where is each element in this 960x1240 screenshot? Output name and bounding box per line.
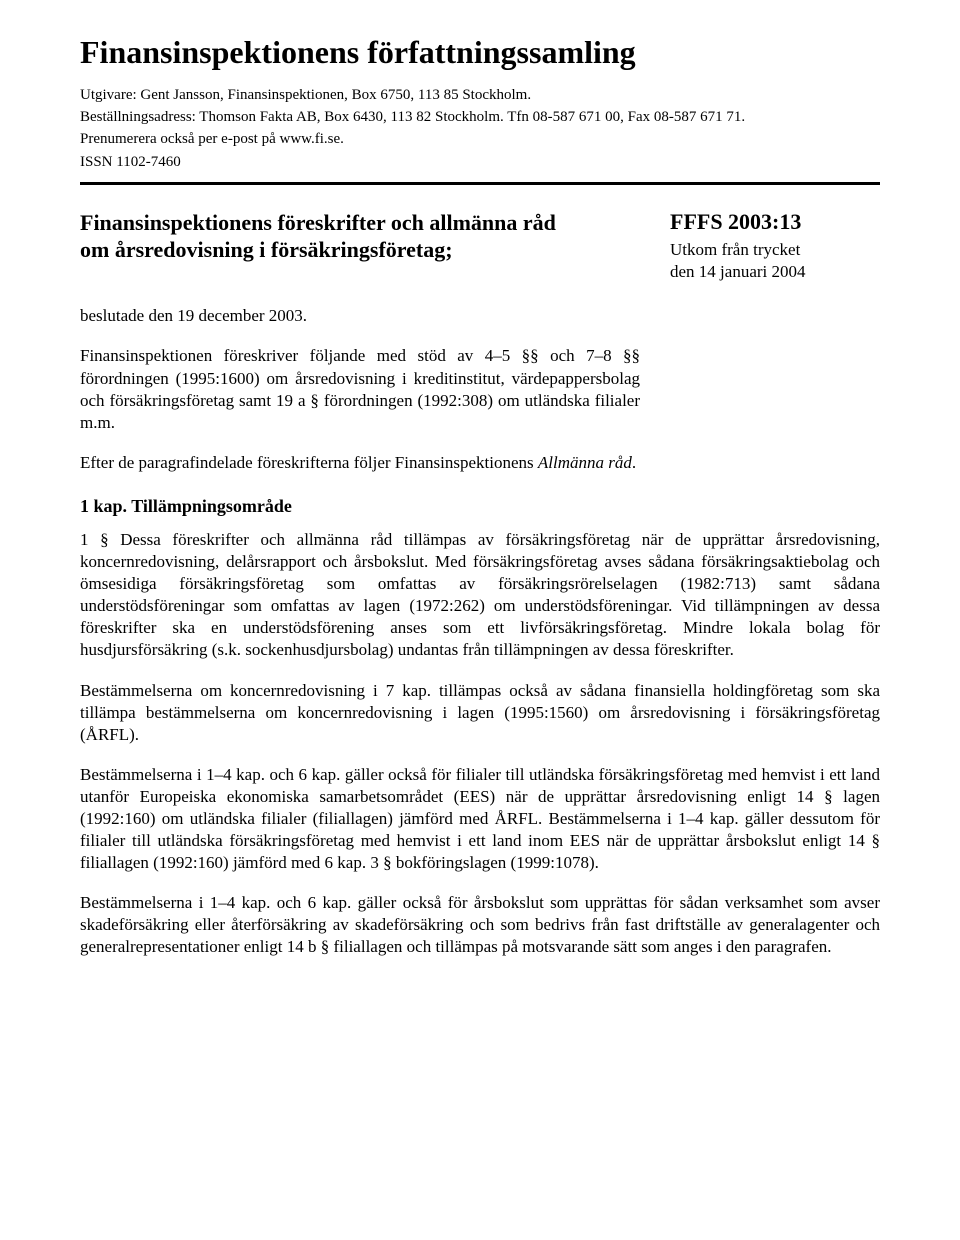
order-address-line: Beställningsadress: Thomson Fakta AB, Bo… bbox=[80, 107, 880, 127]
issn-line: ISSN 1102-7460 bbox=[80, 152, 880, 172]
subscription-line: Prenumerera också per e-post på www.fi.s… bbox=[80, 129, 880, 149]
regulation-title-row: Finansinspektionens föreskrifter och all… bbox=[80, 209, 880, 284]
subtitle-line-1: Finansinspektionens föreskrifter och all… bbox=[80, 210, 556, 235]
regulation-subtitle: Finansinspektionens föreskrifter och all… bbox=[80, 209, 646, 264]
preamble: Finansinspektionen föreskriver följande … bbox=[80, 345, 640, 433]
chapter-1-p2: Bestämmelserna om koncernredovisning i 7… bbox=[80, 680, 880, 746]
regulation-number: FFFS 2003:13 bbox=[670, 209, 880, 235]
publisher-line: Utgivare: Gent Jansson, Finansinspektion… bbox=[80, 85, 880, 105]
regulation-title-left: Finansinspektionens föreskrifter och all… bbox=[80, 209, 646, 264]
chapter-1-heading: 1 kap. Tillämpningsområde bbox=[80, 496, 880, 517]
after-preamble-prefix: Efter de paragrafindelade föreskrifterna… bbox=[80, 453, 538, 472]
regulation-meta: Utkom från trycket den 14 januari 2004 bbox=[670, 239, 880, 283]
regulation-title-right: FFFS 2003:13 Utkom från trycket den 14 j… bbox=[670, 209, 880, 284]
after-preamble: Efter de paragrafindelade föreskrifterna… bbox=[80, 452, 640, 474]
decided-date: beslutade den 19 december 2003. bbox=[80, 305, 880, 327]
chapter-1-p3: Bestämmelserna i 1–4 kap. och 6 kap. gäl… bbox=[80, 764, 880, 874]
after-preamble-italic: Allmänna råd bbox=[538, 453, 632, 472]
header-divider bbox=[80, 182, 880, 185]
main-title: Finansinspektionens författningssamling bbox=[80, 34, 880, 71]
document-page: Finansinspektionens författningssamling … bbox=[0, 0, 960, 1240]
reg-meta-line-1: Utkom från trycket bbox=[670, 240, 800, 259]
chapter-1-p4: Bestämmelserna i 1–4 kap. och 6 kap. gäl… bbox=[80, 892, 880, 958]
subtitle-line-2: om årsredovisning i försäkringsföretag; bbox=[80, 237, 453, 262]
chapter-1-p1: 1 § Dessa föreskrifter och allmänna råd … bbox=[80, 529, 880, 662]
after-preamble-suffix: . bbox=[632, 453, 636, 472]
reg-meta-line-2: den 14 januari 2004 bbox=[670, 262, 806, 281]
